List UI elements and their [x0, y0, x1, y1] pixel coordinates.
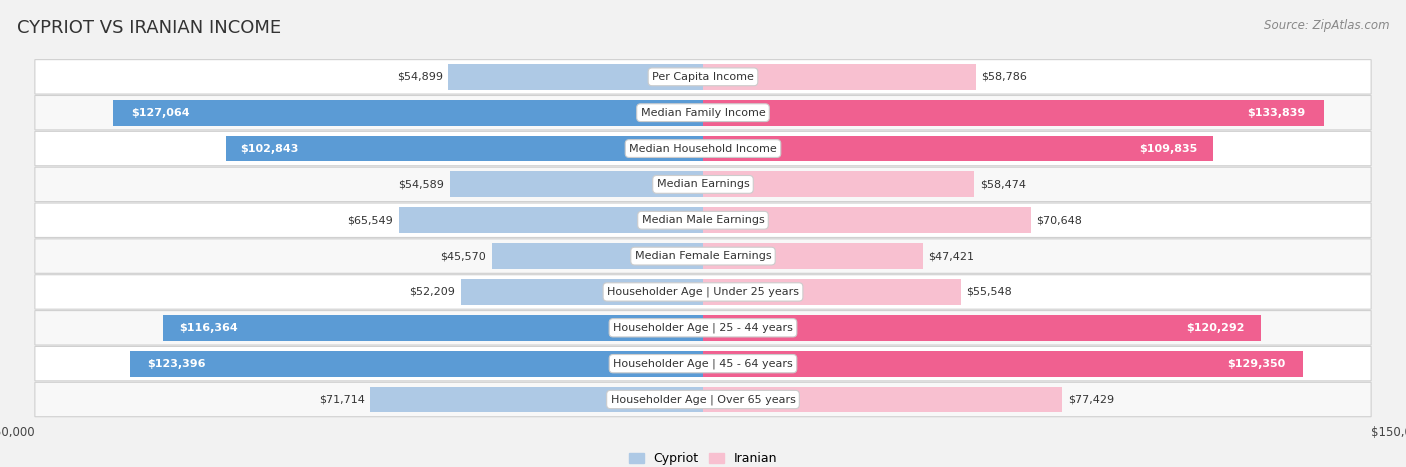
Bar: [450, 171, 703, 197]
Bar: [703, 64, 976, 90]
Legend: Cypriot, Iranian: Cypriot, Iranian: [628, 452, 778, 465]
Text: $47,421: $47,421: [928, 251, 974, 261]
Text: CYPRIOT VS IRANIAN INCOME: CYPRIOT VS IRANIAN INCOME: [17, 19, 281, 37]
Text: Householder Age | Under 25 years: Householder Age | Under 25 years: [607, 287, 799, 297]
Text: $58,474: $58,474: [980, 179, 1026, 190]
Text: $52,209: $52,209: [409, 287, 456, 297]
Text: Householder Age | 45 - 64 years: Householder Age | 45 - 64 years: [613, 358, 793, 369]
Text: $109,835: $109,835: [1139, 143, 1198, 154]
Text: $45,570: $45,570: [440, 251, 486, 261]
Bar: [703, 171, 974, 197]
Bar: [492, 243, 703, 269]
Text: Per Capita Income: Per Capita Income: [652, 72, 754, 82]
Text: Householder Age | 25 - 44 years: Householder Age | 25 - 44 years: [613, 323, 793, 333]
Bar: [370, 387, 703, 412]
Text: $54,589: $54,589: [398, 179, 444, 190]
FancyBboxPatch shape: [35, 382, 1371, 417]
Text: $77,429: $77,429: [1067, 395, 1114, 404]
FancyBboxPatch shape: [35, 311, 1371, 345]
Text: $127,064: $127,064: [131, 108, 190, 118]
Text: $70,648: $70,648: [1036, 215, 1083, 225]
Text: Median Earnings: Median Earnings: [657, 179, 749, 190]
Text: $55,548: $55,548: [966, 287, 1012, 297]
FancyBboxPatch shape: [35, 95, 1371, 130]
Text: $65,549: $65,549: [347, 215, 394, 225]
Bar: [703, 100, 1324, 126]
FancyBboxPatch shape: [35, 347, 1371, 381]
Bar: [703, 387, 1063, 412]
Bar: [399, 207, 703, 233]
Bar: [163, 315, 703, 341]
Text: Median Female Earnings: Median Female Earnings: [634, 251, 772, 261]
Text: $129,350: $129,350: [1227, 359, 1285, 368]
Text: Source: ZipAtlas.com: Source: ZipAtlas.com: [1264, 19, 1389, 32]
FancyBboxPatch shape: [35, 167, 1371, 202]
Bar: [703, 207, 1031, 233]
Bar: [703, 279, 960, 305]
Text: $102,843: $102,843: [240, 143, 298, 154]
FancyBboxPatch shape: [35, 203, 1371, 237]
Text: $54,899: $54,899: [396, 72, 443, 82]
FancyBboxPatch shape: [35, 239, 1371, 273]
Text: Householder Age | Over 65 years: Householder Age | Over 65 years: [610, 394, 796, 405]
FancyBboxPatch shape: [35, 60, 1371, 94]
Text: $116,364: $116,364: [180, 323, 238, 333]
Bar: [131, 351, 703, 376]
Text: $133,839: $133,839: [1247, 108, 1305, 118]
Bar: [226, 135, 703, 162]
Text: $123,396: $123,396: [148, 359, 207, 368]
Text: $120,292: $120,292: [1185, 323, 1244, 333]
Text: Median Household Income: Median Household Income: [628, 143, 778, 154]
Text: Median Male Earnings: Median Male Earnings: [641, 215, 765, 225]
Bar: [703, 135, 1212, 162]
Text: Median Family Income: Median Family Income: [641, 108, 765, 118]
Bar: [703, 243, 922, 269]
Bar: [449, 64, 703, 90]
Bar: [461, 279, 703, 305]
FancyBboxPatch shape: [35, 131, 1371, 166]
Text: $71,714: $71,714: [319, 395, 364, 404]
Text: $58,786: $58,786: [981, 72, 1028, 82]
Bar: [703, 351, 1303, 376]
FancyBboxPatch shape: [35, 275, 1371, 309]
Bar: [703, 315, 1261, 341]
Bar: [114, 100, 703, 126]
